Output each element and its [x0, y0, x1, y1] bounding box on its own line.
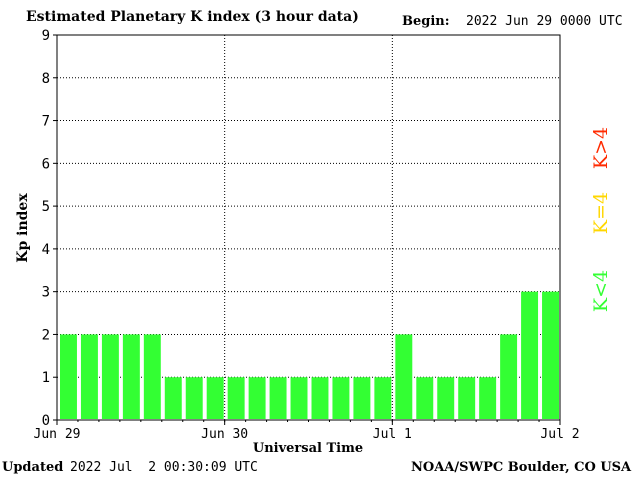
- y-tick-label: 4: [42, 242, 50, 258]
- y-tick-label: 6: [42, 156, 50, 172]
- kp-bar: [80, 334, 98, 419]
- y-tick-label: 0: [42, 413, 50, 429]
- bars: [60, 291, 559, 419]
- legend-mid-label: K=4: [590, 191, 612, 235]
- updated-value: 2022 Jul 2 00:30:09 UTC: [70, 460, 258, 475]
- kp-bar: [353, 377, 371, 419]
- x-tick-label: Jun 30: [201, 427, 248, 442]
- begin-value: 2022 Jun 29 0000 UTC: [466, 14, 623, 29]
- tick-labels: 0 1 2 3 4 5 6 7 8 9 Jun 29 Jun 30 Jul 1 Jul 2: [34, 28, 580, 442]
- kp-bar: [416, 377, 434, 419]
- kp-bar: [60, 334, 77, 419]
- kp-bar: [206, 377, 224, 419]
- begin-label: Begin:: [402, 14, 450, 29]
- kp-bar: [374, 377, 392, 419]
- x-axis-label: Universal Time: [253, 441, 363, 456]
- chart-title: Estimated Planetary K index (3 hour data…: [26, 9, 359, 25]
- kp-bar: [143, 334, 161, 419]
- kp-bar: [185, 377, 203, 419]
- x-tick-label: Jun 29: [34, 427, 81, 442]
- kp-bar: [122, 334, 140, 419]
- legend-low-label: K<4: [590, 269, 612, 313]
- kp-bar: [311, 377, 329, 419]
- y-tick-label: 3: [42, 285, 50, 301]
- ticks: [53, 34, 561, 425]
- updated-label: Updated: [2, 460, 64, 475]
- kp-bar: [479, 377, 497, 419]
- y-axis-label: Kp index: [15, 193, 31, 263]
- kp-bar: [395, 334, 413, 419]
- kp-bar: [290, 377, 308, 419]
- y-tick-label: 5: [42, 199, 50, 215]
- y-tick-label: 1: [42, 370, 50, 386]
- y-tick-label: 7: [42, 114, 50, 130]
- kp-bar: [458, 377, 476, 419]
- grid-lines: [57, 35, 560, 420]
- kp-bar: [521, 291, 539, 419]
- kp-bar: [500, 334, 518, 419]
- kp-bar: [542, 291, 559, 419]
- y-tick-label: 8: [42, 71, 50, 87]
- kp-bar: [332, 377, 350, 419]
- kp-bar: [248, 377, 266, 419]
- organization-label: NOAA/SWPC Boulder, CO USA: [411, 460, 632, 475]
- kp-bar: [227, 377, 245, 419]
- y-tick-label: 9: [42, 28, 50, 44]
- kp-bar: [437, 377, 455, 419]
- x-tick-label: Jul 2: [540, 427, 579, 442]
- kp-bar: [101, 334, 119, 419]
- x-tick-label: Jul 1: [373, 427, 412, 442]
- y-tick-label: 2: [42, 327, 50, 343]
- kp-bar: [164, 377, 182, 419]
- kp-bar: [269, 377, 287, 419]
